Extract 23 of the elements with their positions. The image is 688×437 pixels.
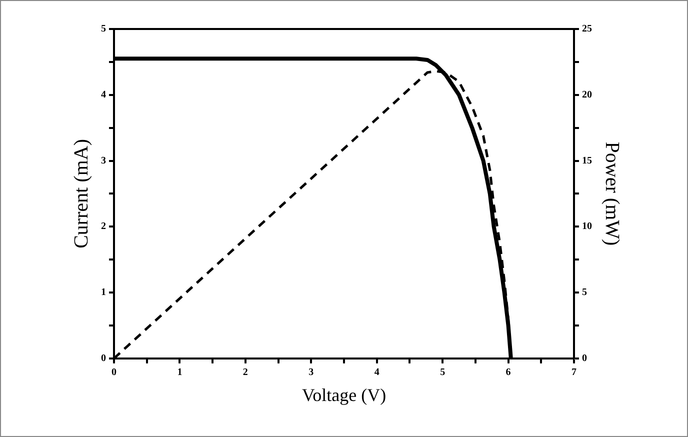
x-tick-label: 1 (177, 366, 182, 378)
y-tick-label: 5 (101, 24, 106, 35)
y2-axis-title: Power (mW) (600, 142, 623, 246)
x-tick-label: 7 (572, 366, 576, 378)
y2-tick-label: 15 (582, 155, 592, 166)
y-tick-label: 0 (101, 352, 106, 364)
y-tick-label: 2 (101, 221, 106, 232)
x-tick-label: 0 (112, 366, 116, 378)
x-tick-label: 6 (506, 366, 511, 378)
y-tick-label: 3 (101, 155, 106, 166)
y-tick-label: 1 (101, 287, 106, 298)
x-tick-label: 2 (242, 366, 248, 378)
y-axis-title: Current (mA) (70, 138, 92, 248)
y-tick-label: 4 (101, 89, 106, 100)
x-axis-title: Voltage (V) (302, 384, 386, 405)
x-tick-label: 3 (308, 366, 314, 378)
y2-tick-label: 5 (582, 287, 587, 298)
y2-tick-label: 0 (582, 352, 587, 364)
y2-tick-label: 10 (582, 221, 592, 232)
y2-tick-label: 20 (582, 89, 592, 100)
x-tick-label: 4 (374, 366, 380, 378)
y2-tick-label: 25 (582, 24, 592, 35)
x-tick-label: 5 (440, 366, 446, 378)
